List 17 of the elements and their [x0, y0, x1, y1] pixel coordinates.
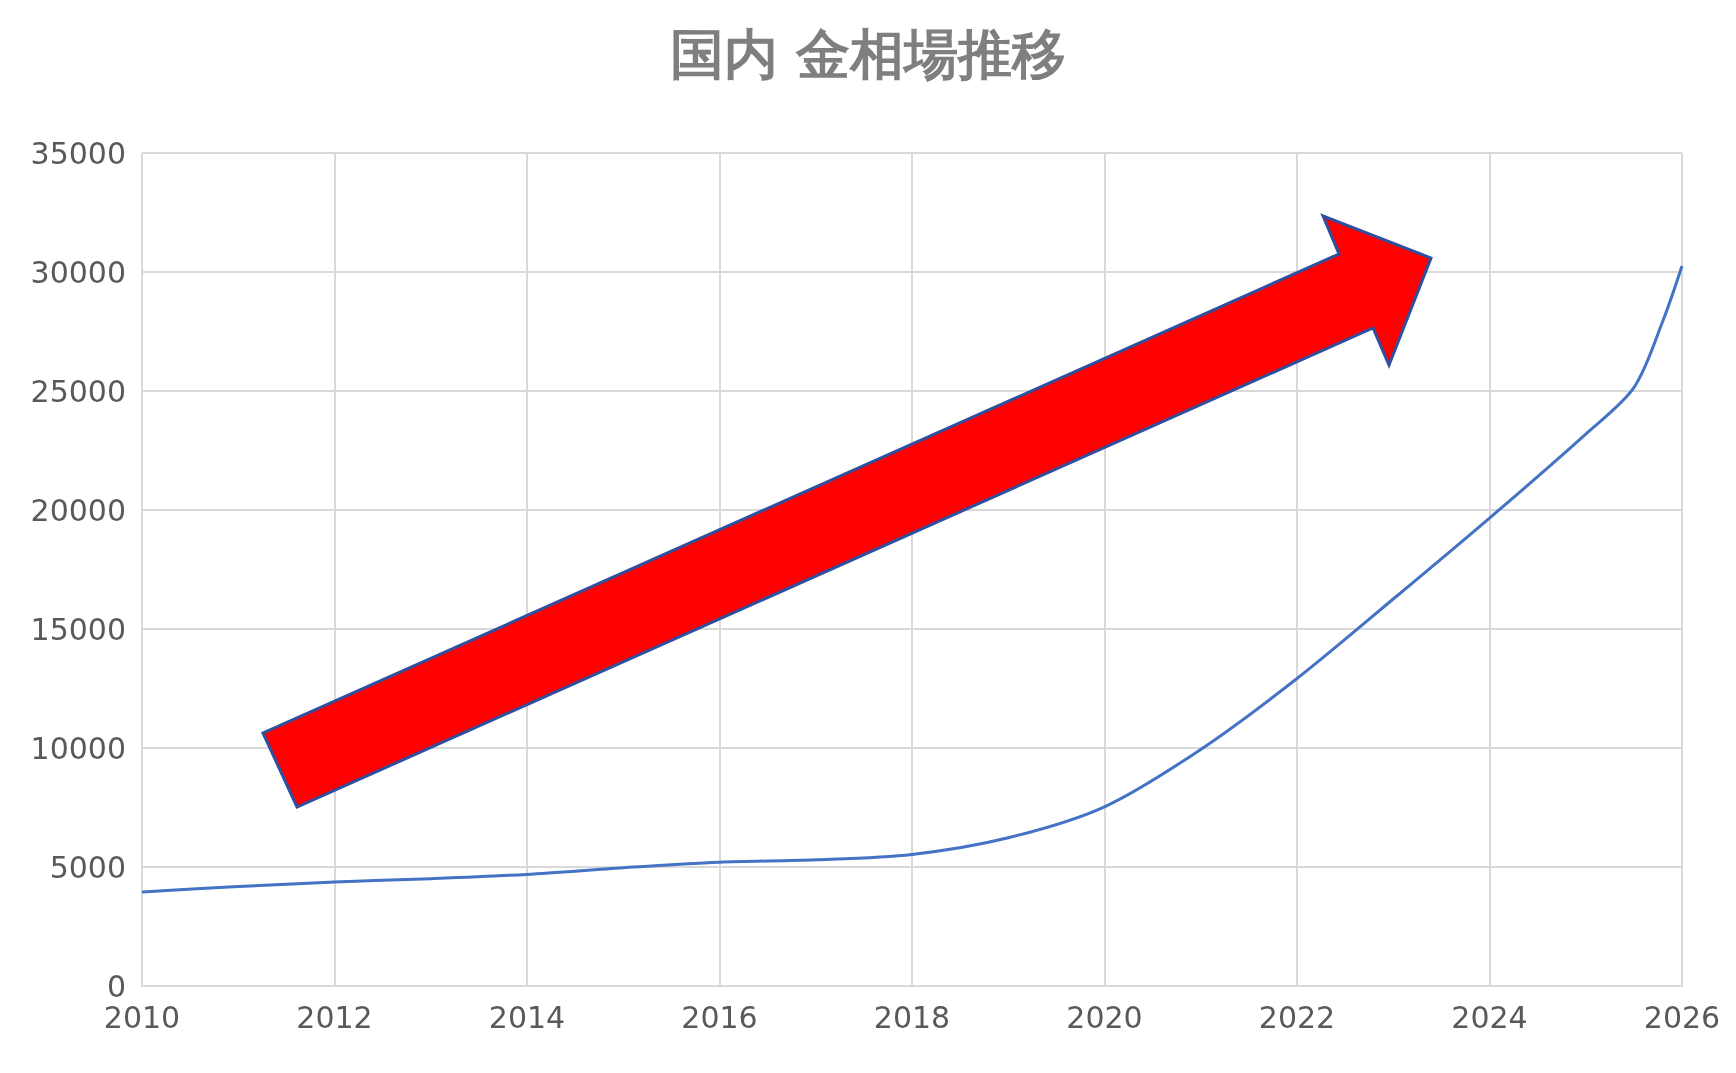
x-tick-label: 2018: [873, 999, 951, 1035]
x-tick-label: 2012: [296, 999, 373, 1035]
y-tick-label: 30000: [30, 254, 126, 290]
x-tick-label: 2022: [1258, 999, 1336, 1035]
y-tick-label: 5000: [49, 849, 126, 885]
y-tick-label: 15000: [30, 611, 126, 647]
y-tick-label: 20000: [30, 492, 126, 528]
y-tick-label: 35000: [30, 135, 126, 171]
line-series: [140, 264, 1684, 894]
x-tick-label: 2016: [681, 999, 758, 1035]
x-tick-label: 2014: [488, 999, 566, 1035]
x-tick-label: 2020: [1066, 999, 1143, 1035]
x-tick-label: 2026: [1643, 999, 1721, 1035]
chart-title: 国内 金相場推移: [669, 22, 1067, 86]
y-tick-label: 10000: [30, 730, 126, 766]
x-tick-label: 2024: [1451, 999, 1528, 1035]
y-tick-label: 25000: [30, 373, 126, 409]
